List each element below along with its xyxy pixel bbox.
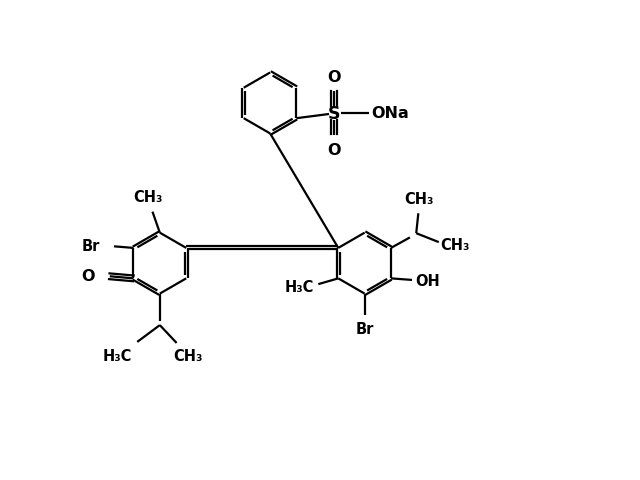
Text: O: O xyxy=(82,269,95,284)
Text: CH₃: CH₃ xyxy=(440,238,469,253)
Text: Br: Br xyxy=(355,322,374,336)
Text: ONa: ONa xyxy=(372,106,410,121)
Text: OH: OH xyxy=(415,274,440,288)
Text: CH₃: CH₃ xyxy=(404,191,433,206)
Text: Br: Br xyxy=(81,239,100,254)
Text: CH₃: CH₃ xyxy=(173,348,202,363)
Text: O: O xyxy=(328,70,341,84)
Text: H₃C: H₃C xyxy=(285,279,314,294)
Text: O: O xyxy=(328,143,341,158)
Text: CH₃: CH₃ xyxy=(133,190,163,204)
Text: H₃C: H₃C xyxy=(103,348,132,363)
Text: S: S xyxy=(328,105,340,123)
